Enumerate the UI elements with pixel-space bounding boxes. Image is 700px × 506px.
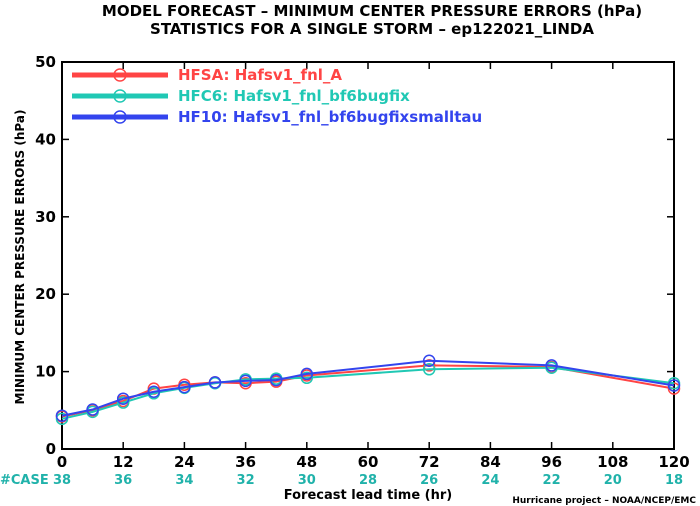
- case-counts: 38 36 34 32 30 28 26 24 22 20 18: [53, 473, 683, 488]
- legend-marker: [113, 110, 127, 124]
- y-axis: 0 10 20 30 40 50: [35, 53, 674, 458]
- series-1: [55, 359, 681, 423]
- data-point: [55, 412, 69, 426]
- legend-label: HFC6: Hafsv1_fnl_bf6bugfix: [178, 87, 410, 105]
- x-axis: 0 12 24 36 48 60 72 84 96 108 120: [57, 62, 690, 471]
- y-tick-label: 30: [35, 208, 56, 226]
- credit-text: Hurricane project – NOAA/NCEP/EMC: [512, 496, 696, 506]
- x-tick-label: 24: [174, 453, 195, 471]
- case-count: 26: [420, 473, 438, 488]
- data-point: [422, 363, 436, 376]
- x-tick-label: 108: [597, 453, 628, 471]
- data-point: [116, 396, 130, 409]
- case-count: 34: [175, 473, 193, 488]
- case-count: 24: [481, 473, 499, 488]
- case-count: 22: [543, 473, 561, 488]
- data-point: [116, 392, 130, 405]
- data-point: [208, 376, 222, 389]
- case-count: 18: [665, 473, 683, 488]
- data-point: [422, 354, 436, 368]
- data-point: [300, 367, 314, 381]
- x-tick-label: 60: [358, 453, 379, 471]
- series-line: [61, 366, 675, 420]
- case-count: 28: [359, 473, 377, 488]
- case-count: 36: [114, 473, 132, 488]
- chart-subtitle: STATISTICS FOR A SINGLE STORM – ep122021…: [150, 20, 594, 38]
- legend-label: HF10: Hafsv1_fnl_bf6bugfixsmalltau: [178, 108, 482, 126]
- y-axis-label: MINIMUM CENTER PRESSURE ERRORS (hPa): [13, 110, 27, 405]
- legend-marker: [113, 89, 127, 103]
- case-count: 30: [298, 473, 316, 488]
- x-tick-label: 72: [419, 453, 440, 471]
- x-axis-label: Forecast lead time (hr): [284, 488, 452, 503]
- series-3: [55, 354, 681, 422]
- data-point: [55, 409, 69, 422]
- x-tick-label: 48: [296, 453, 317, 471]
- x-tick-label: 84: [480, 453, 501, 471]
- y-tick-label: 20: [35, 285, 56, 303]
- case-count: 38: [53, 473, 71, 488]
- case-label: #CASE: [0, 473, 49, 488]
- data-point: [178, 380, 191, 394]
- case-count: 20: [604, 473, 622, 488]
- y-tick-label: 10: [35, 363, 56, 381]
- data-point: [667, 379, 681, 392]
- x-tick-label: 12: [113, 453, 134, 471]
- series-layer: [55, 354, 681, 426]
- x-tick-label: 96: [541, 453, 562, 471]
- data-point: [86, 403, 99, 416]
- data-point: [300, 371, 314, 385]
- x-tick-label: 0: [57, 453, 67, 471]
- legend-marker: [113, 68, 127, 82]
- legend-label: HFSA: Hafsv1_fnl_A: [178, 66, 342, 84]
- data-point: [545, 359, 558, 372]
- chart-title: MODEL FORECAST – MINIMUM CENTER PRESSURE…: [102, 2, 642, 20]
- data-point: [239, 374, 252, 388]
- y-tick-label: 50: [35, 53, 56, 71]
- x-tick-label: 36: [235, 453, 256, 471]
- case-count: 32: [237, 473, 255, 488]
- data-point: [147, 385, 161, 398]
- legend: HFSA: Hafsv1_fnl_A HFC6: Hafsv1_fnl_bf6bu…: [72, 66, 482, 126]
- y-tick-label: 0: [46, 440, 56, 458]
- y-tick-label: 40: [35, 130, 56, 148]
- x-tick-label: 120: [658, 453, 689, 471]
- data-point: [269, 373, 283, 387]
